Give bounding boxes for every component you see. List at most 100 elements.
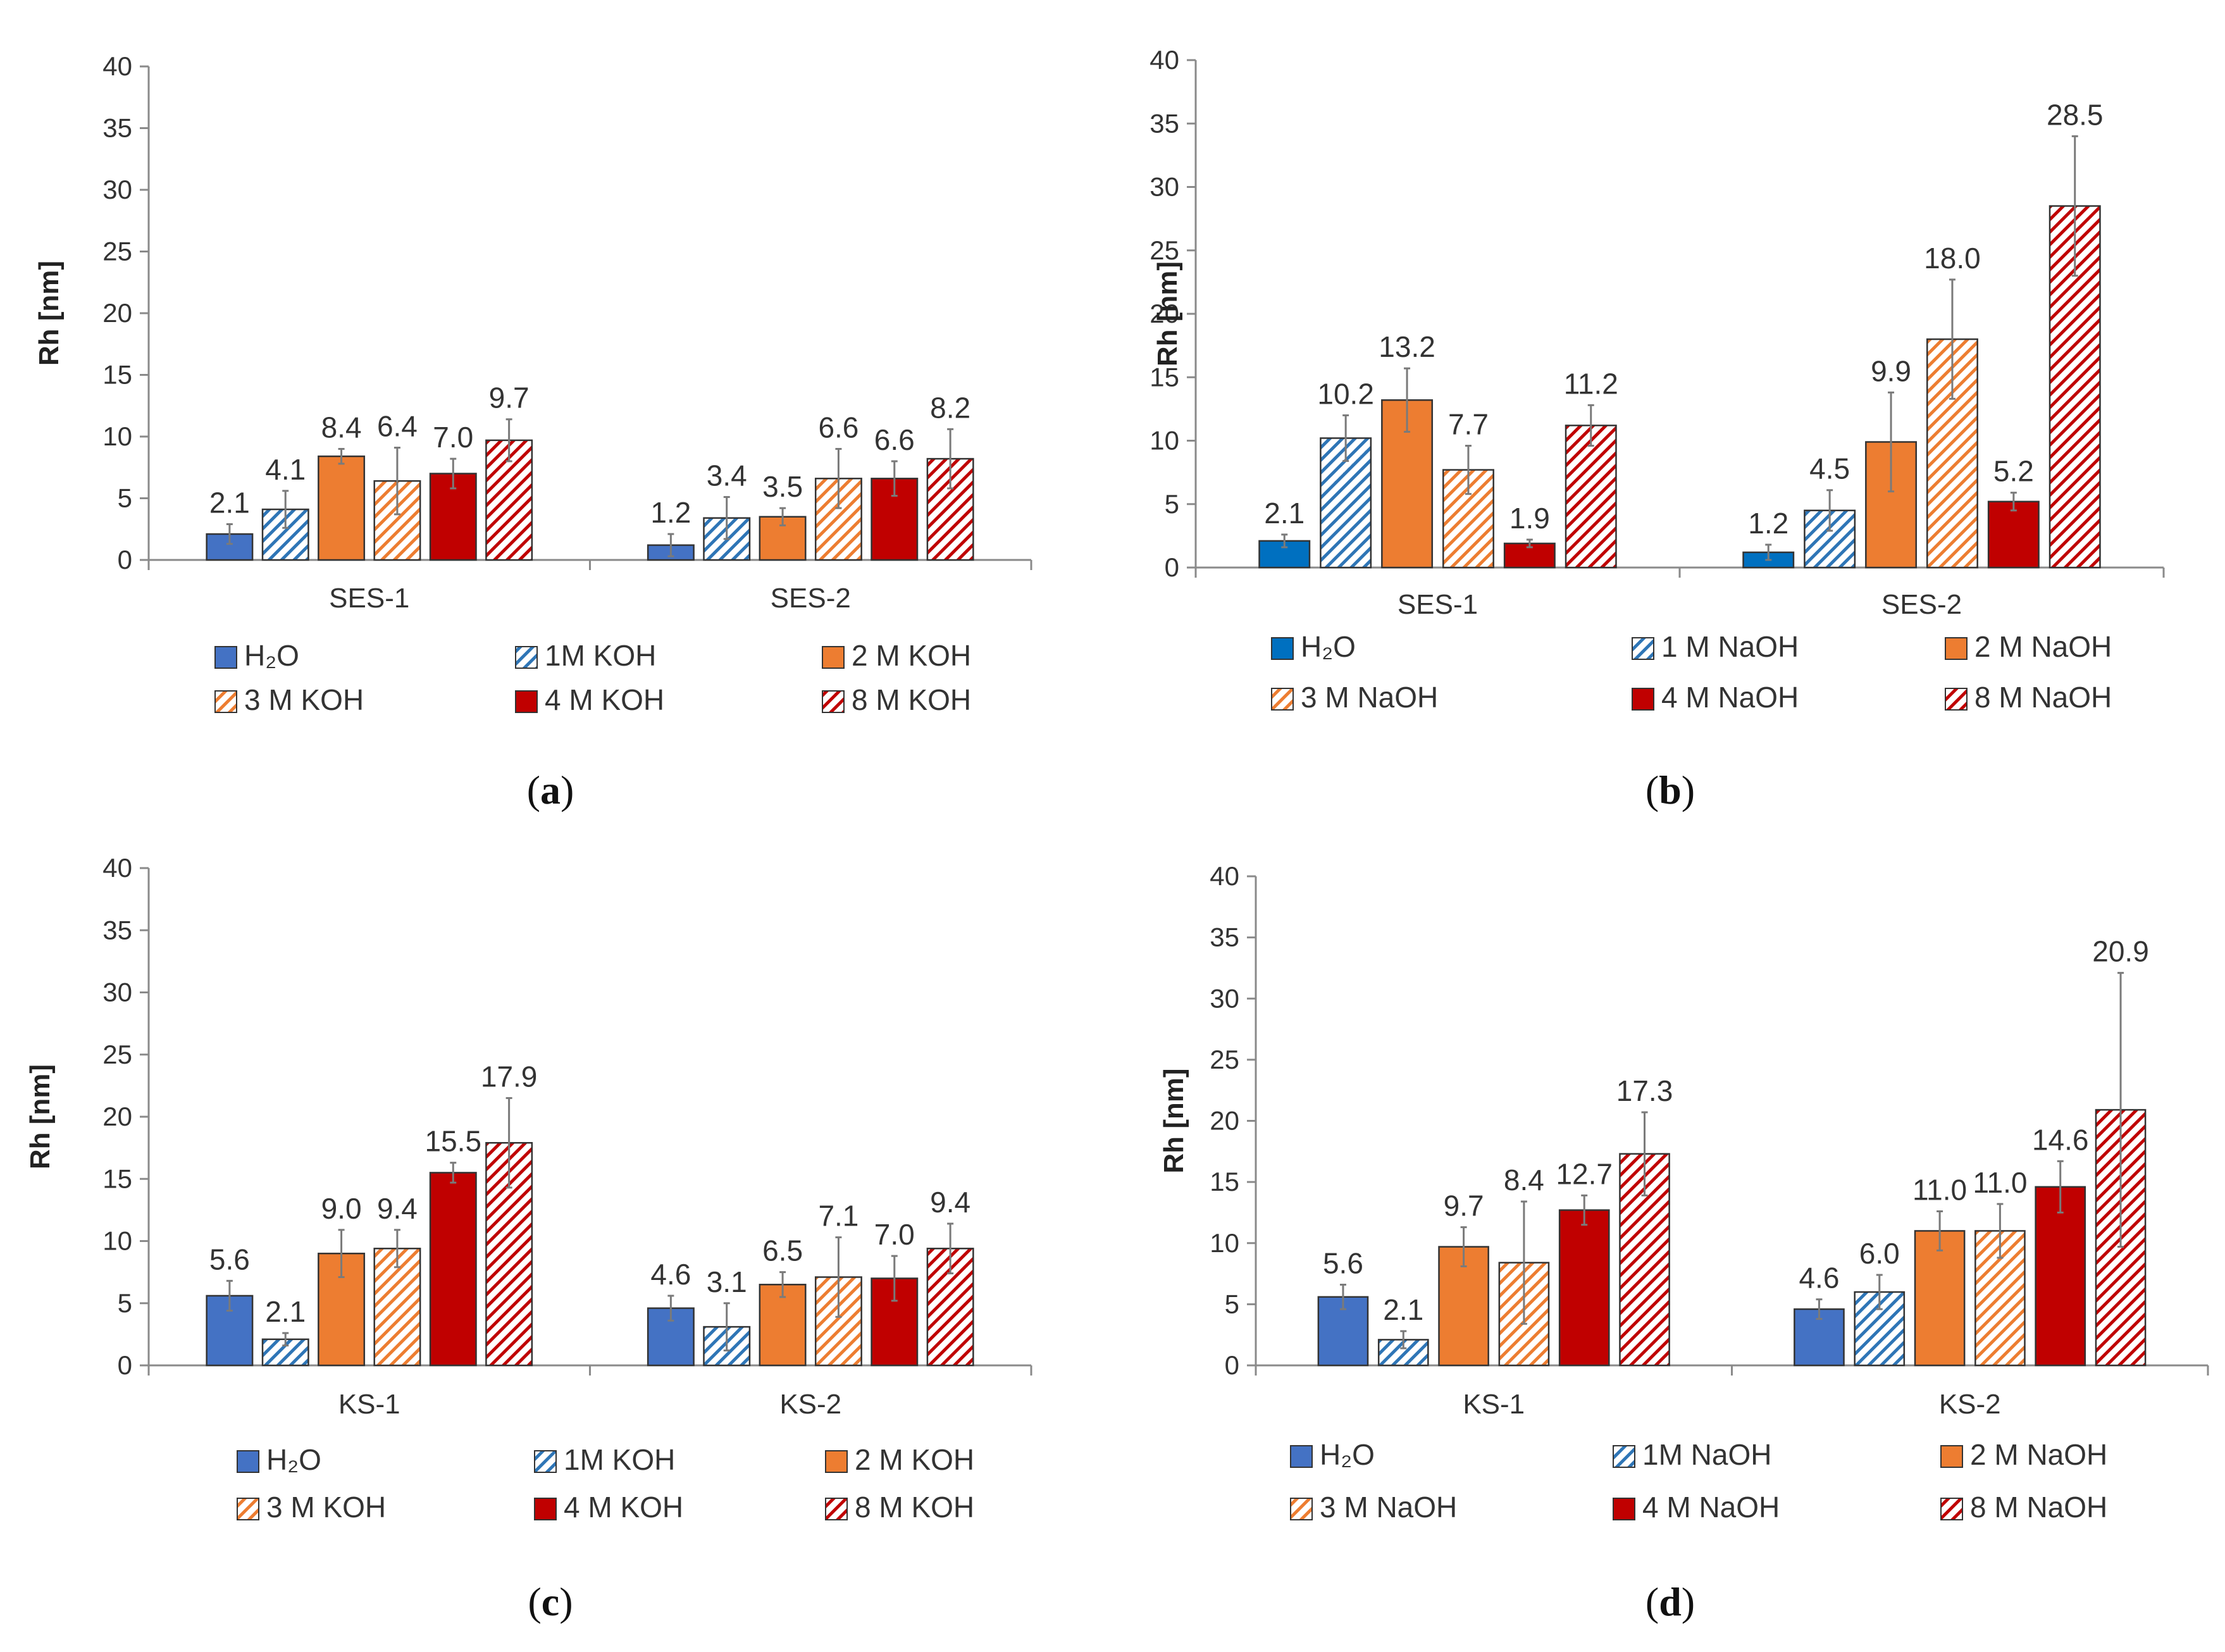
data-label: 9.4 <box>377 1192 418 1225</box>
y-tick-label: 10 <box>102 1226 132 1256</box>
legend-label: 8 M NaOH <box>1970 1491 2107 1524</box>
caption-paren-close: ) <box>1682 767 1695 812</box>
bar <box>429 1172 477 1367</box>
y-axis-title: Rh [nm] <box>1152 261 1183 366</box>
y-tick-label: 40 <box>1150 45 1179 75</box>
x-category-label: SES-2 <box>771 583 851 614</box>
legend-label: 3 M NaOH <box>1301 681 1438 714</box>
data-label: 18.0 <box>1924 242 1981 275</box>
y-tick-label: 20 <box>102 1102 132 1131</box>
data-label: 4.1 <box>265 453 306 486</box>
caption-paren-open: ( <box>1646 1579 1659 1624</box>
legend-swatch <box>1945 688 1968 711</box>
legend-item: 4 M KOH <box>534 1491 683 1524</box>
bar <box>261 508 309 561</box>
data-label: 6.4 <box>377 410 418 443</box>
caption-paren-open: ( <box>1646 767 1659 812</box>
y-tick-label: 5 <box>118 1288 132 1318</box>
legend-item: 4 M NaOH <box>1613 1491 1780 1524</box>
data-label: 1.2 <box>650 496 691 529</box>
legend-item: H₂O <box>214 639 299 672</box>
legend-item: H₂O <box>1290 1438 1375 1471</box>
data-label: 7.7 <box>1448 408 1489 441</box>
data-label: 9.7 <box>1444 1189 1484 1222</box>
data-label: 8.2 <box>930 391 970 424</box>
data-label: 9.7 <box>489 382 530 414</box>
legend-swatch <box>214 646 237 669</box>
legend-swatch <box>1290 1498 1313 1520</box>
bar <box>318 1252 366 1367</box>
legend-swatch <box>822 690 845 713</box>
x-category-label: SES-1 <box>1398 589 1478 620</box>
data-label: 8.4 <box>321 411 362 444</box>
data-label: 5.6 <box>209 1243 250 1276</box>
y-tick-label: 20 <box>102 298 132 328</box>
legend-label: 4 M KOH <box>564 1491 683 1524</box>
x-category-label: KS-2 <box>1939 1389 2001 1420</box>
y-tick-label: 0 <box>1165 552 1179 582</box>
data-label: 5.6 <box>1323 1246 1363 1279</box>
x-category-label: KS-2 <box>779 1389 841 1420</box>
legend-item: 3 M KOH <box>214 683 364 716</box>
legend-item: 2 M KOH <box>822 639 971 672</box>
legend-swatch <box>237 1498 259 1520</box>
legend-swatch <box>1632 688 1654 711</box>
data-label: 14.6 <box>2032 1123 2089 1156</box>
legend-label: 2 M NaOH <box>1974 630 2112 663</box>
data-label: 11.2 <box>1564 367 1618 400</box>
legend-label: 3 M KOH <box>266 1491 386 1524</box>
legend-label: 1 M NaOH <box>1661 630 1799 663</box>
data-label: 6.0 <box>1859 1237 1900 1270</box>
legend-label: 2 M KOH <box>852 639 971 672</box>
legend-item: 8 M NaOH <box>1945 681 2112 714</box>
y-tick-label: 40 <box>1210 861 1239 891</box>
data-label: 2.1 <box>209 486 250 519</box>
legend-label: 2 M KOH <box>855 1443 974 1476</box>
legend-swatch <box>825 1498 848 1520</box>
y-tick-label: 35 <box>102 113 132 143</box>
y-tick-label: 0 <box>118 1350 132 1380</box>
y-tick-label: 30 <box>102 978 132 1007</box>
y-tick-label: 10 <box>1150 426 1179 456</box>
y-tick-label: 35 <box>1150 108 1179 138</box>
y-tick-label: 30 <box>102 175 132 204</box>
y-tick-label: 40 <box>102 853 132 883</box>
chart-panel-b: 0 5 10 15 20 25 30 35 40 Rh [nm] SES-1 2.1 10.213.2 7… <box>1150 45 2165 812</box>
legend-item: 8 M KOH <box>822 683 971 716</box>
data-label: 28.5 <box>2047 98 2104 131</box>
y-tick-label: 5 <box>1165 489 1179 519</box>
x-category-label: KS-1 <box>1463 1389 1525 1420</box>
data-label: 4.5 <box>1809 452 1850 485</box>
data-label: 5.2 <box>1993 455 2034 488</box>
data-label: 1.2 <box>1748 507 1788 540</box>
legend-swatch <box>1613 1498 1635 1520</box>
chart-panel-a: 0 5 10 15 20 25 30 35 40 Rh [nm] SES-1 2.1 4.1 8.4 6.4… <box>34 51 1032 812</box>
legend-swatch <box>1940 1445 1963 1468</box>
y-tick-label: 15 <box>102 360 132 390</box>
chart-panel-d: 0 5 10 15 20 25 30 35 40 Rh [nm] KS-1 5.6 2.1 9.7 8.4 1… <box>1158 861 2209 1624</box>
legend-swatch <box>825 1450 848 1473</box>
data-label: 1.9 <box>1509 502 1550 535</box>
legend-label: 4 M KOH <box>545 683 664 716</box>
chart-panel-c: 0 5 10 15 20 25 30 35 40 Rh [nm] KS-1 5.6 2.1 9.0 9.4 1… <box>25 853 1032 1624</box>
legend-swatch <box>534 1498 557 1520</box>
legend-swatch <box>214 690 237 713</box>
legend-label: 3 M KOH <box>244 683 364 716</box>
y-axis-title: Rh [nm] <box>34 261 65 366</box>
legend-label: 3 M NaOH <box>1320 1491 1457 1524</box>
legend-label: 8 M NaOH <box>1974 681 2112 714</box>
legend-swatch <box>1271 688 1294 711</box>
y-tick-label: 5 <box>1225 1289 1239 1319</box>
legend-item: 1M NaOH <box>1613 1438 1771 1471</box>
legend-swatch <box>822 646 845 669</box>
legend-label: 4 M NaOH <box>1661 681 1799 714</box>
legend-label: 2 M NaOH <box>1970 1438 2107 1471</box>
data-label: 8.4 <box>1504 1164 1544 1196</box>
legend-label: 1M KOH <box>564 1443 675 1476</box>
bar <box>206 533 254 561</box>
legend-label: 8 M KOH <box>855 1491 974 1524</box>
caption-paren-open: ( <box>528 1579 541 1624</box>
y-tick-label: 10 <box>1210 1228 1239 1258</box>
bar <box>318 455 366 561</box>
legend-item: 1M KOH <box>515 639 656 672</box>
